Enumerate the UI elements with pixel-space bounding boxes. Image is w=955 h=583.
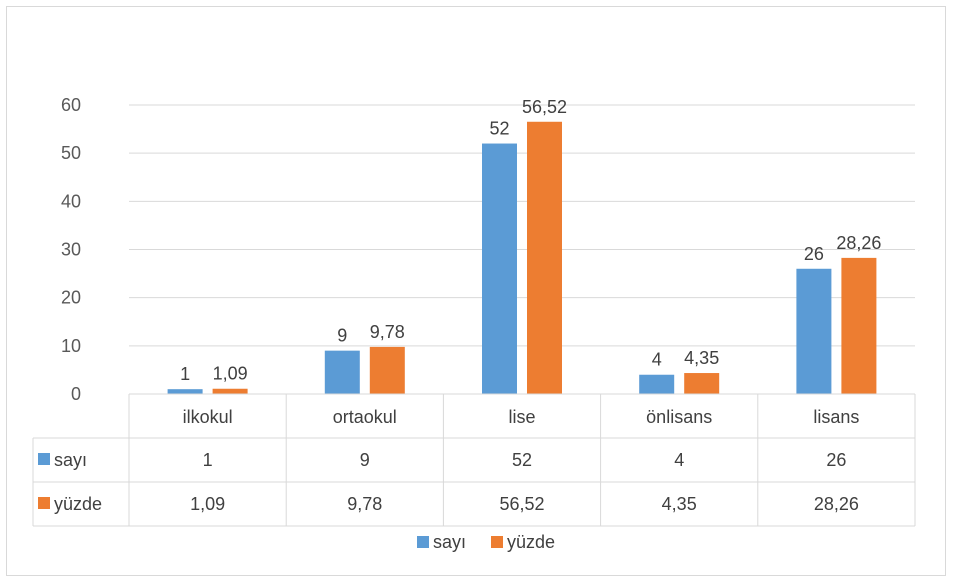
category-label: ortaokul bbox=[333, 407, 397, 427]
table-cell: 56,52 bbox=[499, 494, 544, 514]
y-tick-label: 30 bbox=[61, 240, 81, 260]
bar-yüzde-ilkokul bbox=[212, 388, 248, 394]
category-label: ilkokul bbox=[183, 407, 233, 427]
table-series-name: yüzde bbox=[54, 494, 102, 514]
legend-key-sayı bbox=[417, 536, 429, 548]
bar-yüzde-önlisans bbox=[684, 373, 720, 394]
legend-label: yüzde bbox=[507, 532, 555, 552]
bar-sayı-lisans bbox=[796, 268, 832, 394]
y-tick-label: 50 bbox=[61, 143, 81, 163]
category-label: lisans bbox=[813, 407, 859, 427]
data-label: 4 bbox=[652, 350, 662, 370]
data-label: 26 bbox=[804, 244, 824, 264]
table-cell: 1 bbox=[203, 450, 213, 470]
category-label: lise bbox=[508, 407, 535, 427]
y-tick-label: 20 bbox=[61, 288, 81, 308]
y-tick-label: 40 bbox=[61, 191, 81, 211]
table-series-name: sayı bbox=[54, 450, 87, 470]
bar-yüzde-lisans bbox=[841, 257, 877, 394]
data-label: 4,35 bbox=[684, 348, 719, 368]
data-label: 1,09 bbox=[213, 364, 248, 384]
y-tick-label: 60 bbox=[61, 95, 81, 115]
table-cell: 52 bbox=[512, 450, 532, 470]
data-label: 1 bbox=[180, 364, 190, 384]
bar-sayı-lise bbox=[482, 143, 517, 394]
bar-chart: 0 10 20 30 40 50 60 1 9 52 4 26 1,09 9,78 56,52 4,35 28,… bbox=[32, 95, 916, 552]
chart-frame: 0 10 20 30 40 50 60 1 9 52 4 26 1,09 9,78 56,52 4,35 28,… bbox=[6, 6, 946, 576]
bar-sayı-ilkokul bbox=[167, 389, 203, 394]
legend-key-yüzde bbox=[491, 536, 503, 548]
bar-sayı-ortaokul bbox=[324, 350, 360, 394]
data-label: 52 bbox=[489, 119, 509, 139]
data-label: 9 bbox=[337, 326, 347, 346]
bar-yüzde-lise bbox=[527, 121, 562, 395]
table-cell: 4,35 bbox=[662, 494, 697, 514]
bar-sayı-önlisans bbox=[639, 374, 675, 394]
data-label: 28,26 bbox=[836, 233, 881, 253]
table-legend-key-sayı bbox=[38, 453, 50, 465]
table-cell: 9,78 bbox=[347, 494, 382, 514]
table-cell: 28,26 bbox=[814, 494, 859, 514]
table-cell: 9 bbox=[360, 450, 370, 470]
table-cell: 26 bbox=[826, 450, 846, 470]
category-label: önlisans bbox=[646, 407, 712, 427]
data-label: 56,52 bbox=[522, 97, 567, 117]
y-tick-label: 10 bbox=[61, 336, 81, 356]
table-cell: 4 bbox=[674, 450, 684, 470]
legend-label: sayı bbox=[433, 532, 466, 552]
table-cell: 1,09 bbox=[190, 494, 225, 514]
bar-yüzde-ortaokul bbox=[369, 346, 405, 394]
table-legend-key-yüzde bbox=[38, 497, 50, 509]
data-label: 9,78 bbox=[370, 322, 405, 342]
y-tick-label: 0 bbox=[71, 384, 81, 404]
